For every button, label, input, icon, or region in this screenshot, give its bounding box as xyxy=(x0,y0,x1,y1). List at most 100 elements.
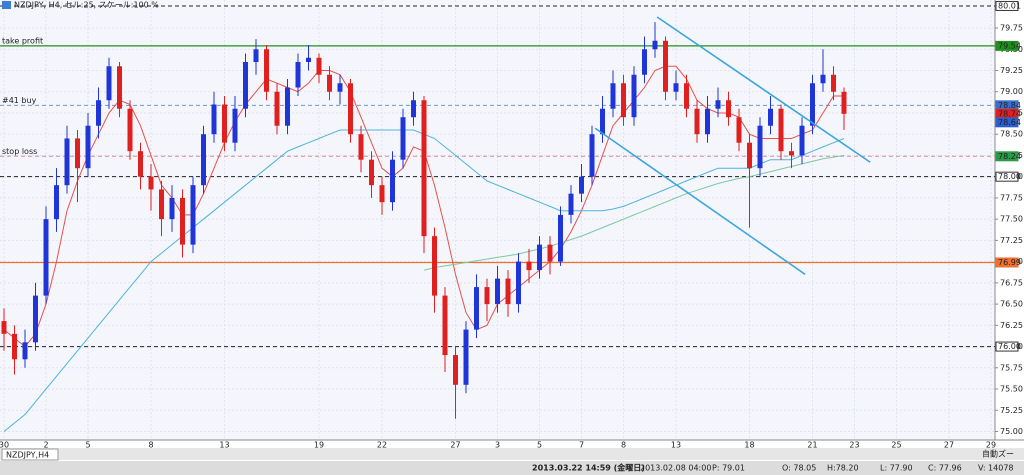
status-bar-time: 2013.02.08 04:00 xyxy=(640,464,711,473)
price-marker-label: 78.00 xyxy=(998,172,1021,181)
candle-body xyxy=(820,74,826,84)
x-tick-label: 2 xyxy=(43,441,48,450)
candle-body xyxy=(127,108,133,152)
price-axis-bg xyxy=(995,0,1024,440)
candle-body xyxy=(642,49,647,75)
candle-body xyxy=(243,62,248,109)
x-tick-label: 29 xyxy=(986,441,996,450)
x-tick-label: 8 xyxy=(621,441,626,450)
candle-body xyxy=(726,100,731,118)
trend-line xyxy=(656,16,871,163)
candle-body xyxy=(715,100,721,109)
y-tick-label: 77.25 xyxy=(1000,236,1023,245)
autoscroll-label[interactable]: 自動ズー xyxy=(982,449,1014,459)
candle-body xyxy=(201,134,206,186)
candle-body xyxy=(537,244,542,271)
candle-body xyxy=(810,83,815,126)
candle-body xyxy=(1,321,7,334)
status-price: P: 79.01 xyxy=(712,464,745,473)
candle-body xyxy=(631,74,637,118)
candle-body xyxy=(652,40,658,50)
candle-body xyxy=(306,57,311,63)
candle-body xyxy=(610,83,616,109)
candle-body xyxy=(736,117,742,143)
candle-body xyxy=(400,117,406,160)
candle-body xyxy=(411,100,416,118)
x-tick-label: 30 xyxy=(0,441,9,450)
price-marker-label: 78.64 xyxy=(998,118,1021,127)
chart-tab[interactable] xyxy=(1,448,59,461)
candle-body xyxy=(358,134,364,160)
candle-body xyxy=(96,100,101,126)
candle-body xyxy=(705,108,710,135)
candle-body xyxy=(211,104,217,135)
symbol-icon xyxy=(2,1,11,9)
price-marker-label: 78.74 xyxy=(998,109,1021,118)
chart-tab-label[interactable]: NZDJPY,H4 xyxy=(6,451,49,460)
candle-body xyxy=(369,159,374,186)
x-tick-label: 18 xyxy=(744,441,754,450)
candle-body xyxy=(348,83,353,135)
x-tick-label: 23 xyxy=(849,441,859,450)
candle-body xyxy=(22,342,28,360)
candle-body xyxy=(222,104,227,143)
candle-body xyxy=(43,219,49,296)
candle-body xyxy=(463,329,469,385)
moving-average xyxy=(423,154,845,271)
candle-body xyxy=(180,197,185,245)
candle-body xyxy=(579,176,584,194)
x-tick-label: 5 xyxy=(537,441,542,450)
y-tick-label: 76.75 xyxy=(1000,278,1023,287)
candle-body xyxy=(64,138,70,186)
level-label: #41 buy xyxy=(2,96,37,105)
x-tick-label: 8 xyxy=(148,441,153,450)
candle-body xyxy=(285,87,290,126)
x-tick-label: 19 xyxy=(314,441,324,450)
x-tick-label: 25 xyxy=(891,441,901,450)
y-tick-label: 77.50 xyxy=(1000,215,1023,224)
x-tick-label: 7 xyxy=(579,441,584,450)
price-marker-label: 80.01 xyxy=(998,1,1021,10)
status-volume: V: 14078 xyxy=(978,464,1014,473)
y-tick-label: 75.25 xyxy=(1000,406,1023,415)
candle-body xyxy=(474,287,479,330)
price-marker xyxy=(995,0,1019,11)
candle-body xyxy=(768,108,773,126)
candle-body xyxy=(757,125,763,169)
candle-body xyxy=(295,62,301,88)
status-close: C: 77.96 xyxy=(928,464,962,473)
candle-body xyxy=(85,125,91,169)
candle-body xyxy=(169,197,175,220)
status-low: L: 77.90 xyxy=(880,464,913,473)
tab-bar xyxy=(0,448,1024,460)
candle-body xyxy=(568,193,574,215)
x-tick-label: 5 xyxy=(85,441,90,450)
candle-body xyxy=(789,151,794,156)
y-tick-label: 76.25 xyxy=(1000,321,1023,330)
y-tick-label: 75.50 xyxy=(1000,385,1023,394)
price-marker xyxy=(995,151,1019,162)
candle-body xyxy=(516,261,521,305)
price-marker xyxy=(995,40,1019,51)
candle-body xyxy=(337,83,343,92)
x-tick-label: 13 xyxy=(219,441,229,450)
status-high: H:78.20 xyxy=(827,464,859,473)
level-label: take profit xyxy=(2,36,43,45)
price-marker-label: 79.54 xyxy=(998,41,1021,50)
candle-body xyxy=(694,108,700,135)
candle-body xyxy=(190,185,196,245)
x-tick-label: 27 xyxy=(450,441,460,450)
candle-body xyxy=(138,151,143,177)
y-tick-label: 77.75 xyxy=(1000,193,1023,202)
level-label: stop loss xyxy=(2,147,37,156)
status-open: O: 78.05 xyxy=(782,464,816,473)
y-tick-label: 76.50 xyxy=(1000,300,1023,309)
status-time: 2013.03.22 14:59 (金曜日) xyxy=(532,463,645,473)
candle-body xyxy=(327,74,332,92)
x-tick-label: 21 xyxy=(807,441,817,450)
x-tick-label: 13 xyxy=(671,441,681,450)
marks: take profit #41 buy stop loss xyxy=(0,5,995,432)
y-tick-label: 79.25 xyxy=(1000,66,1023,75)
candle-body xyxy=(390,159,395,203)
